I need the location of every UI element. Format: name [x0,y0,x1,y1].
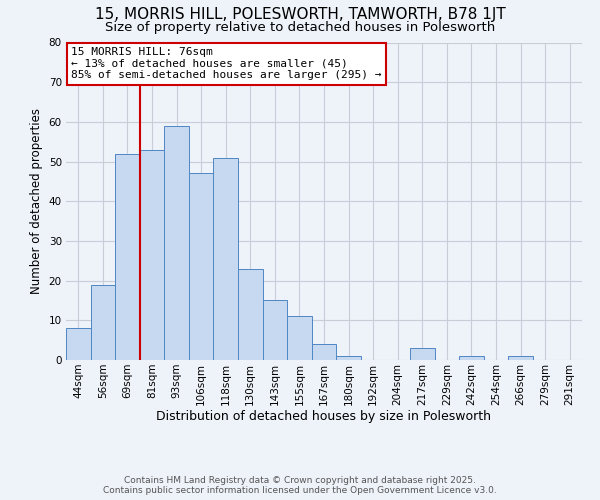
Bar [214,158,238,360]
Bar [508,356,533,360]
Bar [66,328,91,360]
Bar [189,174,214,360]
Text: 15, MORRIS HILL, POLESWORTH, TAMWORTH, B78 1JT: 15, MORRIS HILL, POLESWORTH, TAMWORTH, B… [95,8,505,22]
Y-axis label: Number of detached properties: Number of detached properties [30,108,43,294]
Text: Size of property relative to detached houses in Polesworth: Size of property relative to detached ho… [105,21,495,34]
Bar [91,284,115,360]
Text: 15 MORRIS HILL: 76sqm
← 13% of detached houses are smaller (45)
85% of semi-deta: 15 MORRIS HILL: 76sqm ← 13% of detached … [71,48,382,80]
Bar [140,150,164,360]
Text: Contains HM Land Registry data © Crown copyright and database right 2025.
Contai: Contains HM Land Registry data © Crown c… [103,476,497,495]
Bar [336,356,361,360]
Bar [238,268,263,360]
Bar [312,344,336,360]
X-axis label: Distribution of detached houses by size in Polesworth: Distribution of detached houses by size … [157,410,491,424]
Bar [115,154,140,360]
Bar [459,356,484,360]
Bar [164,126,189,360]
Bar [410,348,434,360]
Bar [287,316,312,360]
Bar [263,300,287,360]
